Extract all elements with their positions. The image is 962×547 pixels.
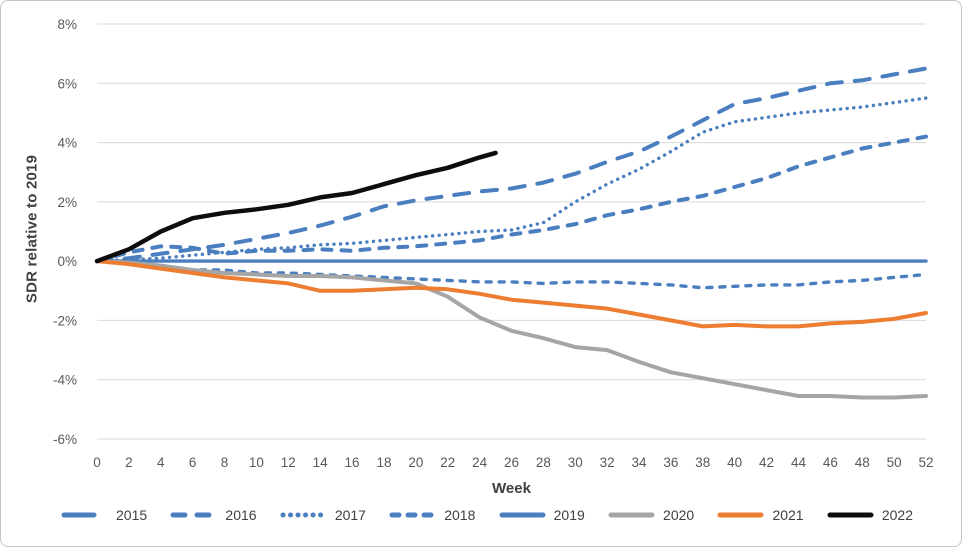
x-tick-label: 16 xyxy=(345,455,360,470)
legend-item-2018: 2018 xyxy=(389,507,475,523)
series-line-2020 xyxy=(95,259,928,400)
series-line-2017 xyxy=(95,96,928,263)
y-tick-label: -6% xyxy=(53,432,77,447)
x-tick-label: 18 xyxy=(376,455,391,470)
x-tick-label: 4 xyxy=(157,455,165,470)
legend-marker-2015 xyxy=(61,512,108,518)
series-line-2022 xyxy=(94,150,498,264)
legend-label-2019: 2019 xyxy=(553,507,585,523)
x-tick-label: 40 xyxy=(727,455,742,470)
legend-item-2021: 2021 xyxy=(717,507,804,523)
series-line-2018 xyxy=(95,259,928,290)
x-tick-label: 8 xyxy=(221,455,229,470)
legend-item-2020: 2020 xyxy=(608,507,694,523)
x-tick-label: 48 xyxy=(855,455,870,470)
legend-label-2017: 2017 xyxy=(334,507,366,523)
x-tick-label: 50 xyxy=(887,455,902,470)
series-line-2016 xyxy=(95,134,928,264)
x-tick-label: 20 xyxy=(408,455,423,470)
x-tick-label: 30 xyxy=(568,455,583,470)
x-tick-label: 26 xyxy=(504,455,519,470)
x-tick-label: 32 xyxy=(600,455,615,470)
y-tick-label: 4% xyxy=(57,136,77,151)
x-tick-label: 38 xyxy=(695,455,710,470)
legend-marker-2021 xyxy=(717,512,764,518)
x-tick-label: 12 xyxy=(281,455,296,470)
legend-marker-2020 xyxy=(608,512,655,518)
legend-item-2019: 2019 xyxy=(499,507,585,523)
y-axis-title: SDR relative to 2019 xyxy=(23,154,41,304)
chart-legend: 2015 2016 2017 2018 2019 2020 2021 2022 xyxy=(61,507,913,523)
legend-marker-2016 xyxy=(170,512,217,518)
legend-label-2021: 2021 xyxy=(772,507,804,523)
x-tick-label: 22 xyxy=(440,455,455,470)
x-tick-label: 34 xyxy=(632,455,648,470)
x-tick-label: 42 xyxy=(759,455,774,470)
x-tick-label: 2 xyxy=(125,455,133,470)
x-tick-label: 46 xyxy=(823,455,838,470)
y-tick-label: 6% xyxy=(57,76,77,91)
legend-item-2015: 2015 xyxy=(61,507,147,523)
legend-marker-2022 xyxy=(827,512,874,518)
legend-marker-2019 xyxy=(499,512,546,518)
legend-label-2020: 2020 xyxy=(663,507,695,523)
legend-label-2022: 2022 xyxy=(881,507,913,523)
x-tick-label: 44 xyxy=(791,455,807,470)
x-tick-label: 10 xyxy=(249,455,264,470)
legend-label-2018: 2018 xyxy=(444,507,476,523)
x-tick-label: 6 xyxy=(189,455,197,470)
x-tick-label: 28 xyxy=(536,455,551,470)
y-tick-label: 0% xyxy=(57,254,77,269)
x-axis-title: Week xyxy=(492,480,531,497)
legend-marker-2017 xyxy=(280,512,327,518)
x-tick-label: 14 xyxy=(313,455,329,470)
x-tick-label: 24 xyxy=(472,455,488,470)
legend-marker-2018 xyxy=(389,512,436,518)
y-tick-label: 8% xyxy=(57,17,77,32)
y-tick-label: -2% xyxy=(53,313,77,328)
legend-item-2022: 2022 xyxy=(827,507,913,523)
legend-label-2015: 2015 xyxy=(116,507,148,523)
y-tick-label: -4% xyxy=(53,373,77,388)
x-tick-label: 0 xyxy=(93,455,101,470)
x-tick-label: 52 xyxy=(918,455,933,470)
y-tick-label: 2% xyxy=(57,195,77,210)
series-line-2021 xyxy=(95,259,928,329)
legend-label-2016: 2016 xyxy=(225,507,257,523)
series-line-2015 xyxy=(95,66,928,264)
legend-item-2016: 2016 xyxy=(170,507,257,523)
legend-item-2017: 2017 xyxy=(280,507,366,523)
x-tick-label: 36 xyxy=(663,455,678,470)
